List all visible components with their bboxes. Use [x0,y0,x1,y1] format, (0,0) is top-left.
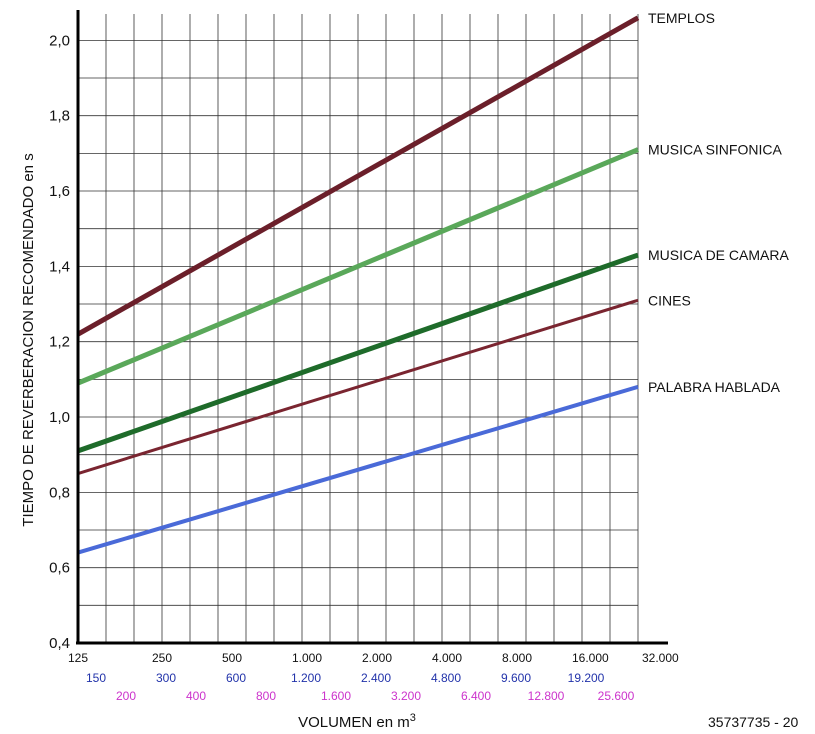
x-tick-label-blue: 9.600 [501,671,531,685]
x-tick-label: 250 [152,651,172,665]
y-tick-label: 2,0 [49,32,70,49]
y-tick-label: 0,6 [49,560,70,577]
x-tick-label: 16.000 [572,651,609,665]
x-tick-label-blue: 1.200 [291,671,321,685]
grid [78,14,639,643]
series-line-musica-sinfonica [77,147,639,386]
series-label-musica-sinfonica: MUSICA SINFONICA [648,142,782,158]
series-line-palabra-hablada [77,384,639,555]
y-tick-labels: 0,4 0,6 0,8 1,0 1,2 1,4 1,6 1,8 2,0 [49,32,70,652]
y-axis-label: TIEMPO DE REVERBERACION RECOMENDADO en s [20,153,37,526]
x-tick-label-magenta: 12.800 [528,689,565,703]
x-tick-label-blue: 4.800 [431,671,461,685]
y-tick-label: 1,8 [49,108,70,125]
x-axis-label-superscript: 3 [410,712,416,724]
x-tick-label: 1.000 [292,651,322,665]
x-tick-label-magenta: 25.600 [598,689,635,703]
x-tick-label: 2.000 [362,651,392,665]
x-tick-label-magenta: 800 [256,689,276,703]
series-label-musica-de-camara: MUSICA DE CAMARA [648,247,789,263]
x-axis-label: VOLUMEN en m3 [298,712,416,731]
x-tick-label-magenta: 400 [186,689,206,703]
x-tick-label-blue: 150 [86,671,106,685]
y-tick-label: 1,2 [49,334,70,351]
series-label-cines: CINES [648,292,691,308]
series-line-musica-de-camara [77,252,639,454]
x-axis-label-text: VOLUMEN en m [298,714,410,731]
y-tick-label: 0,8 [49,484,70,501]
x-tick-label: 8.000 [502,651,532,665]
series-label-palabra-hablada: PALABRA HABLADA [648,379,781,395]
y-tick-label: 0,4 [49,635,70,652]
x-tick-label-blue: 19.200 [568,671,605,685]
x-tick-label: 500 [222,651,242,665]
x-tick-label-blue: 600 [226,671,246,685]
x-tick-label: 32.000 [642,651,679,665]
x-tick-labels: 125 250 500 1.000 2.000 4.000 8.000 16.000 32.00… [68,651,679,703]
y-tick-label: 1,6 [49,183,70,200]
series-line-cines [77,298,639,475]
series-labels: TEMPLOS MUSICA SINFONICA MUSICA DE CAMARA C… [648,10,789,395]
x-tick-label-blue: 300 [156,671,176,685]
series-line-templos [76,15,640,337]
x-tick-label: 4.000 [432,651,462,665]
y-tick-label: 1,4 [49,258,70,275]
x-tick-label-magenta: 6.400 [461,689,491,703]
x-tick-label: 125 [68,651,88,665]
series-lines [76,15,640,555]
x-tick-label-magenta: 3.200 [391,689,421,703]
image-credit: 35737735 - 20 [708,714,799,730]
x-tick-label-blue: 2.400 [361,671,391,685]
x-tick-label-magenta: 200 [116,689,136,703]
y-tick-label: 1,0 [49,409,70,426]
axes [76,10,668,645]
x-tick-label-magenta: 1.600 [321,689,351,703]
series-label-templos: TEMPLOS [648,10,715,26]
